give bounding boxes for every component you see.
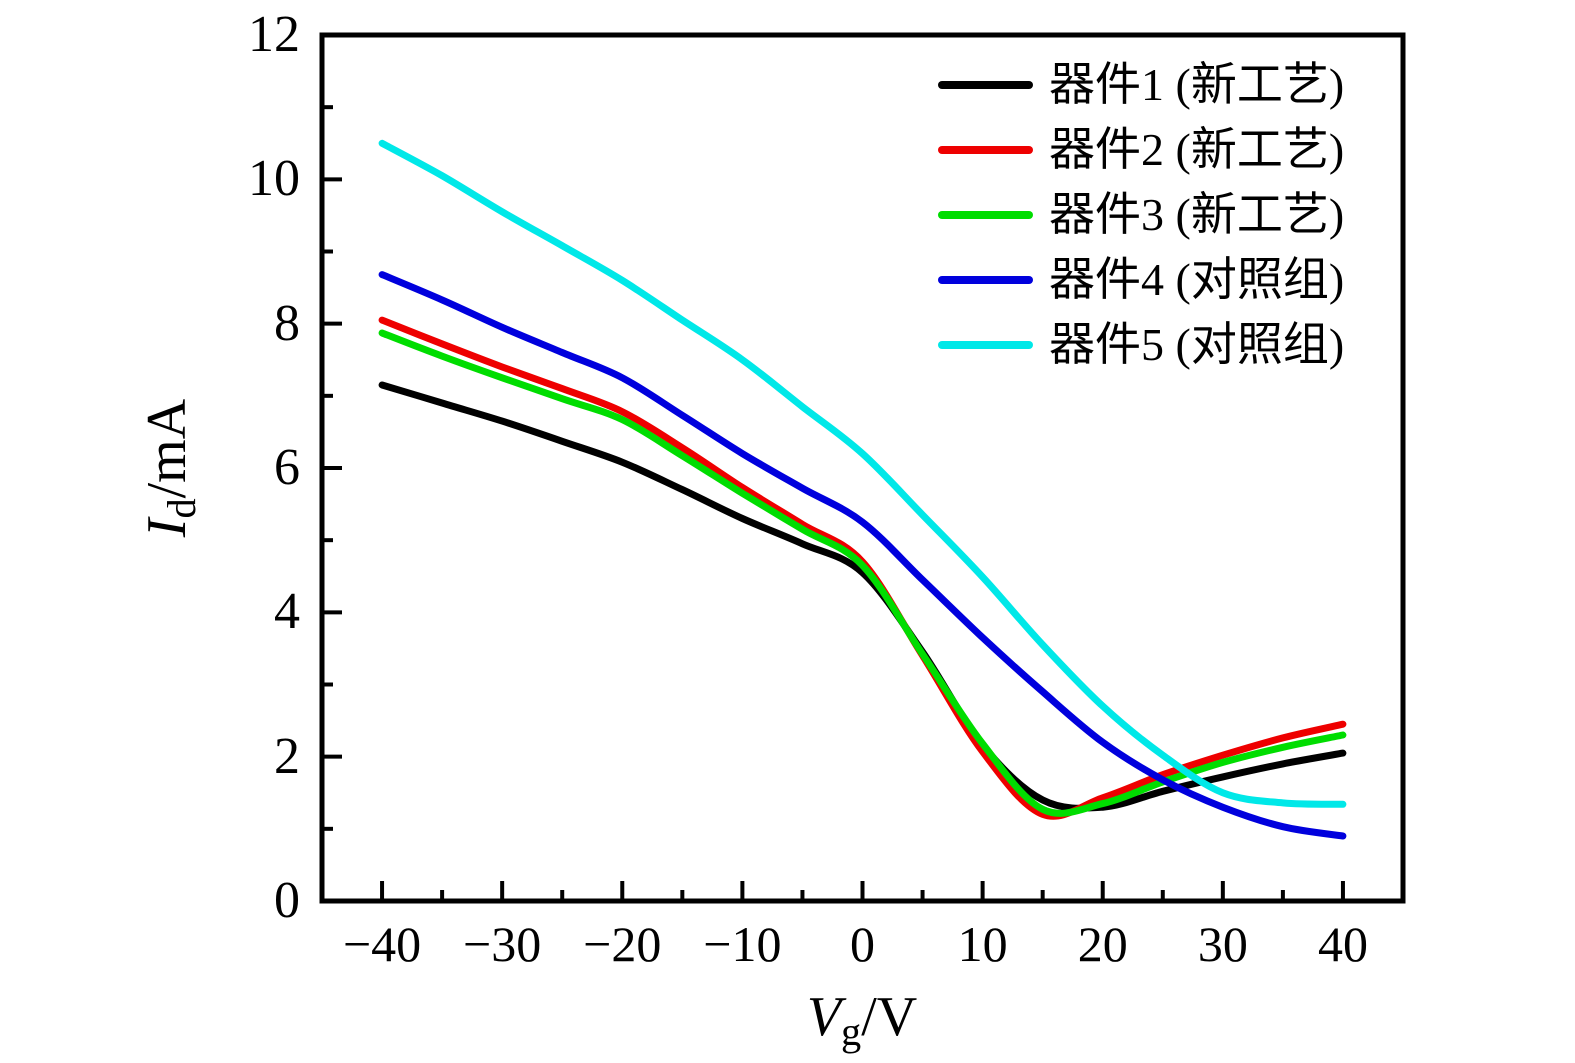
- y-axis-unit: /mA: [135, 398, 198, 499]
- x-tick-label: 0: [850, 916, 875, 972]
- legend-label: 器件1 (新工艺): [1049, 58, 1345, 110]
- x-tick-label: 20: [1077, 916, 1128, 972]
- y-tick-label: 12: [248, 6, 300, 63]
- x-axis-subscript: g: [841, 1009, 862, 1055]
- legend-line-swatch: [938, 210, 1033, 219]
- x-tick-label: 40: [1317, 916, 1368, 972]
- y-tick-label: 6: [274, 439, 300, 496]
- x-tick-label: −40: [342, 916, 422, 972]
- y-axis-variable: I: [135, 518, 198, 538]
- y-tick-label: 8: [274, 294, 300, 352]
- x-axis-label: Vg/V: [807, 985, 917, 1055]
- x-tick-label: 10: [957, 916, 1008, 972]
- y-tick-label: 0: [274, 872, 300, 929]
- legend-line-swatch: [938, 275, 1033, 284]
- y-axis-subscript: d: [159, 498, 205, 519]
- y-tick-label: 4: [274, 583, 300, 641]
- legend-label: 器件3 (新工艺): [1049, 188, 1345, 240]
- legend-line-swatch: [938, 80, 1033, 89]
- y-tick-label: 10: [248, 150, 300, 208]
- y-tick-label: 2: [274, 727, 300, 785]
- legend: 器件1 (新工艺) 器件2 (新工艺) 器件3 (新工艺) 器件4 (对照组) 器件5 …: [938, 52, 1344, 377]
- series-curve-4: [378, 271, 1347, 840]
- plot-frame: [319, 32, 1406, 904]
- x-axis-unit: /V: [861, 986, 918, 1048]
- y-axis-label: Id/mA: [135, 399, 205, 537]
- legend-item-3: 器件3 (新工艺): [938, 182, 1344, 247]
- x-tick-label: −30: [463, 916, 542, 972]
- legend-line-swatch: [938, 340, 1033, 349]
- legend-label: 器件5 (对照组): [1049, 318, 1345, 370]
- x-tick-label: −20: [583, 916, 662, 972]
- x-tick-label: −10: [703, 916, 782, 972]
- legend-item-4: 器件4 (对照组): [938, 247, 1344, 312]
- series-curve-5: [378, 139, 1347, 808]
- data-curves: [378, 139, 1347, 840]
- legend-item-5: 器件5 (对照组): [938, 312, 1344, 377]
- legend-label: 器件4 (对照组): [1049, 253, 1345, 305]
- legend-line-swatch: [938, 145, 1033, 154]
- legend-item-1: 器件1 (新工艺): [938, 52, 1344, 117]
- x-axis-variable: V: [806, 986, 842, 1048]
- legend-item-2: 器件2 (新工艺): [938, 117, 1344, 182]
- series-curve-1: [378, 381, 1347, 812]
- x-tick-label: 30: [1197, 916, 1248, 972]
- legend-label: 器件2 (新工艺): [1049, 123, 1345, 175]
